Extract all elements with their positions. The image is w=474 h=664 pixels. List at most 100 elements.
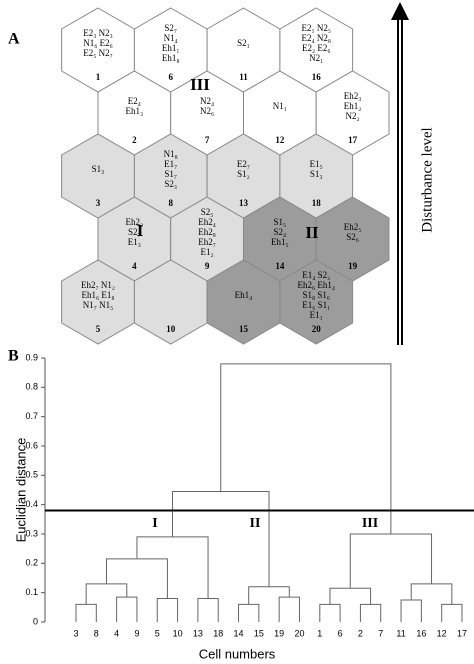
cell-species: E2₁ N2₅ bbox=[301, 23, 331, 33]
cell-number: 11 bbox=[239, 72, 248, 82]
x-tick-label: 1 bbox=[317, 628, 322, 638]
cell-species: N2₂ bbox=[346, 111, 360, 121]
cluster-label: II bbox=[250, 516, 261, 531]
y-tick-label: 0.9 bbox=[25, 352, 38, 362]
x-tick-label: 11 bbox=[396, 628, 405, 638]
panel-label: A bbox=[8, 31, 20, 48]
group-label: II bbox=[305, 223, 319, 242]
cell-species: N1₇ N1₅ bbox=[83, 300, 114, 310]
cell-number: 20 bbox=[312, 324, 322, 334]
cell-species: S1₂ bbox=[237, 169, 250, 179]
cell-species: Eh1₅ bbox=[271, 237, 289, 247]
cell-species: E2₇ bbox=[237, 159, 250, 169]
group-label: I bbox=[137, 221, 144, 240]
disturbance-arrow bbox=[391, 2, 409, 345]
cell-species: N1₈ bbox=[164, 149, 178, 159]
cell-species: Eh1₄ bbox=[235, 290, 253, 300]
cell-number: 5 bbox=[96, 324, 101, 334]
cell-number: 15 bbox=[239, 324, 249, 334]
dendrogram-link bbox=[197, 598, 219, 622]
panel-label: B bbox=[8, 348, 19, 365]
dendrogram-link bbox=[238, 603, 260, 622]
cell-species: E1₂ bbox=[201, 247, 214, 257]
cell-species: Eh2₇ N1₂ bbox=[81, 280, 115, 290]
x-tick-label: 6 bbox=[338, 628, 343, 638]
cell-species: S1₃ bbox=[92, 164, 105, 174]
cell-species: Eh2₆ Eh1₄ bbox=[297, 280, 335, 290]
x-tick-label: 18 bbox=[213, 628, 223, 638]
x-tick-label: 5 bbox=[155, 628, 160, 638]
cell-species: N1₄ bbox=[164, 33, 178, 43]
cell-species: S2₁ bbox=[237, 38, 250, 48]
dendrogram-link bbox=[156, 598, 179, 622]
cell-species: E1₁ bbox=[310, 310, 323, 320]
cell-species: E1₄ S2₂ bbox=[302, 270, 330, 280]
y-tick-label: 0.1 bbox=[25, 587, 38, 597]
cell-species: N2₁ bbox=[309, 53, 323, 63]
group-label: III bbox=[190, 75, 210, 94]
y-tick-label: 0.8 bbox=[25, 382, 38, 392]
cell-species: Eh2₃ bbox=[344, 91, 362, 101]
cell-number: 3 bbox=[96, 198, 101, 208]
dendrogram-link bbox=[85, 583, 128, 605]
cell-number: 10 bbox=[166, 324, 176, 334]
cell-species: E2₃ N2₃ bbox=[83, 28, 113, 38]
x-tick-label: 4 bbox=[114, 628, 119, 638]
cell-number: 7 bbox=[205, 135, 210, 145]
x-tick-label: 19 bbox=[274, 628, 284, 638]
dendrogram-link bbox=[105, 558, 168, 599]
hex bbox=[279, 259, 354, 345]
cell-species: S2₃ bbox=[164, 179, 177, 189]
dendrogram-link bbox=[75, 603, 97, 622]
cell-species: Eh1₃ bbox=[126, 106, 144, 116]
y-tick-label: 0.6 bbox=[25, 440, 38, 450]
cell-number: 4 bbox=[132, 261, 137, 271]
x-tick-label: 10 bbox=[173, 628, 183, 638]
cell-number: 13 bbox=[239, 198, 249, 208]
dendrogram-link bbox=[410, 583, 453, 605]
cell-species: E2₅ N2₇ bbox=[83, 48, 113, 58]
x-tick-label: 14 bbox=[234, 628, 244, 638]
dendrogram-link bbox=[329, 587, 372, 605]
x-axis-title: Cell numbers bbox=[199, 646, 276, 661]
cell-species: N1₆ E2₆ bbox=[83, 38, 113, 48]
dendrogram-link bbox=[349, 533, 433, 589]
cell-species: Eh1₂ bbox=[344, 101, 362, 111]
x-tick-label: 8 bbox=[94, 628, 99, 638]
dendrogram-link bbox=[359, 603, 382, 622]
cell-species: N1₁ bbox=[273, 101, 287, 111]
cell-species: S2₆ bbox=[346, 232, 359, 242]
x-tick-label: 13 bbox=[193, 628, 203, 638]
cell-species: Eh2₂ bbox=[126, 217, 144, 227]
y-tick-label: 0 bbox=[33, 616, 38, 626]
cell-number: 19 bbox=[348, 261, 358, 271]
x-tick-label: 7 bbox=[378, 628, 383, 638]
y-tick-label: 0.7 bbox=[25, 411, 38, 421]
x-tick-label: 16 bbox=[416, 628, 426, 638]
y-tick-label: 0.5 bbox=[25, 470, 38, 480]
cluster-label: III bbox=[362, 516, 378, 531]
cell-species: S1₅ bbox=[274, 217, 287, 227]
x-tick-label: 15 bbox=[254, 628, 264, 638]
dendrogram-link bbox=[248, 586, 290, 605]
x-tick-label: 2 bbox=[358, 628, 363, 638]
cell-number: 1 bbox=[96, 72, 101, 82]
x-tick-label: 17 bbox=[457, 628, 467, 638]
arrow-label: Disturbance level bbox=[419, 127, 435, 232]
cell-species: E2₄ N2₈ bbox=[301, 33, 331, 43]
cell-species: E1₅ bbox=[310, 159, 323, 169]
dendrogram-link bbox=[441, 603, 463, 622]
y-tick-label: 0.2 bbox=[25, 558, 38, 568]
cell-species: Eh1₆ E1₈ bbox=[81, 290, 114, 300]
cell-species: S2₇ bbox=[128, 227, 141, 237]
cell-species: S1₇ bbox=[164, 169, 177, 179]
cluster-label: I bbox=[152, 516, 157, 531]
cell-number: 16 bbox=[312, 72, 322, 82]
dendrogram-link bbox=[116, 596, 138, 622]
